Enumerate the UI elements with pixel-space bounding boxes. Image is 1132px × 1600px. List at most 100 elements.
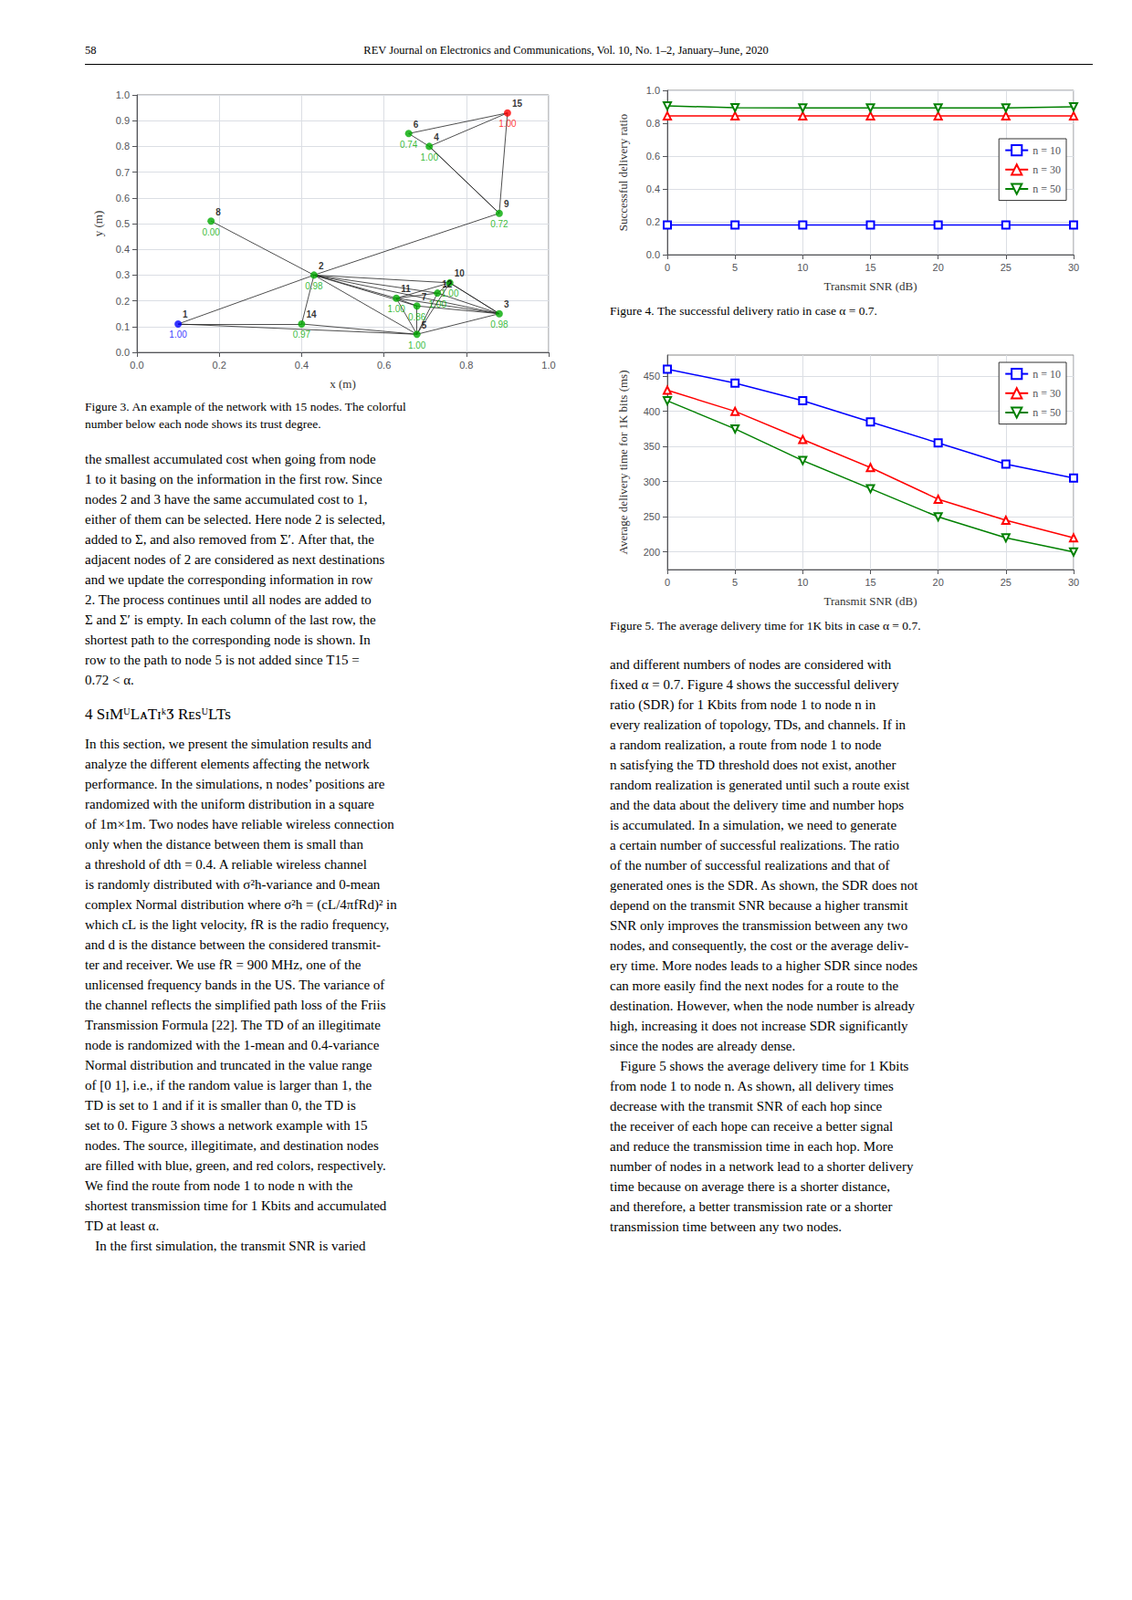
svg-text:1.00: 1.00 — [168, 329, 188, 340]
svg-text:350: 350 — [643, 440, 661, 452]
svg-text:30: 30 — [1068, 576, 1080, 588]
svg-text:0: 0 — [664, 262, 671, 273]
svg-text:5: 5 — [421, 320, 428, 331]
svg-text:11: 11 — [400, 283, 411, 294]
svg-text:n = 30: n = 30 — [1032, 387, 1061, 400]
svg-text:20: 20 — [932, 262, 944, 273]
svg-text:2: 2 — [318, 261, 325, 272]
html-text:row to the path to node 5 is n: row to the path to node 5 is not added s… — [84, 652, 360, 668]
html-text:performance. In the simulation: performance. In the simulations, n nodes… — [84, 776, 385, 792]
svg-text:200: 200 — [643, 546, 661, 558]
svg-text:20: 20 — [932, 576, 944, 588]
svg-text:6: 6 — [413, 119, 420, 130]
svg-text:0.74: 0.74 — [399, 139, 419, 150]
svg-text:30: 30 — [1068, 262, 1080, 273]
svg-text:1.00: 1.00 — [387, 303, 406, 315]
svg-text:0.2: 0.2 — [646, 216, 661, 228]
html-text:0.72 < α.: 0.72 < α. — [84, 672, 135, 688]
svg-text:n = 30: n = 30 — [1032, 163, 1061, 177]
html-text:In this section, we present th: In this section, we present the simulati… — [84, 736, 372, 752]
html-text:1 to it basing on the informat: 1 to it basing on the information in the… — [84, 471, 383, 487]
html-text:analyze the different elements: analyze the different elements affecting… — [84, 756, 370, 772]
svg-text:0.2: 0.2 — [212, 359, 227, 371]
svg-text:0.6: 0.6 — [646, 150, 661, 162]
svg-text:Successful delivery ratio: Successful delivery ratio — [616, 114, 630, 232]
html-text:unlicensed frequency bands in: unlicensed frequency bands in the US. Th… — [84, 977, 385, 993]
html-text:ter and receiver. We use fR =: ter and receiver. We use fR = 900 MHz, o… — [84, 957, 361, 973]
svg-text:12: 12 — [441, 279, 453, 290]
svg-text:0: 0 — [664, 576, 671, 588]
svg-text:0.6: 0.6 — [115, 192, 130, 204]
svg-text:n = 10: n = 10 — [1032, 367, 1061, 381]
svg-text:0.72: 0.72 — [490, 219, 509, 230]
svg-text:15: 15 — [512, 98, 524, 109]
svg-text:25: 25 — [1000, 576, 1012, 588]
svg-text:15: 15 — [864, 262, 876, 273]
html-text:which cL is the light velocity: which cL is the light velocity, fR is th… — [84, 917, 390, 933]
html-text:shortest path to the correspon: shortest path to the corresponding node … — [84, 632, 371, 648]
svg-text:25: 25 — [1000, 262, 1012, 273]
svg-text:1.0: 1.0 — [646, 84, 661, 96]
svg-text:10: 10 — [796, 576, 808, 588]
svg-text:n = 10: n = 10 — [1032, 144, 1061, 158]
html-text:and d is the distance between: and d is the distance between the consid… — [84, 937, 381, 953]
svg-text:Transmit SNR (dB): Transmit SNR (dB) — [823, 279, 917, 294]
html-text:randomized with the uniform di: randomized with the uniform distribution… — [84, 796, 375, 812]
svg-text:0.6: 0.6 — [377, 359, 391, 371]
svg-text:0.00: 0.00 — [201, 227, 221, 238]
svg-text:450: 450 — [643, 370, 661, 382]
svg-text:x (m): x (m) — [329, 377, 357, 391]
svg-text:0.0: 0.0 — [129, 359, 144, 371]
html-text:the channel reflects the simpl: the channel reflects the simplified path… — [84, 997, 386, 1013]
svg-text:8: 8 — [215, 207, 221, 218]
svg-text:5: 5 — [732, 576, 738, 588]
svg-text:n = 50: n = 50 — [1032, 182, 1061, 196]
svg-text:0.4: 0.4 — [115, 243, 130, 255]
svg-text:300: 300 — [643, 476, 661, 488]
svg-text:1.0: 1.0 — [541, 359, 556, 371]
svg-text:10: 10 — [796, 262, 808, 273]
svg-text:0.2: 0.2 — [115, 295, 130, 307]
svg-text:0.7: 0.7 — [115, 167, 130, 179]
svg-text:0.5: 0.5 — [115, 218, 130, 230]
svg-text:0.8: 0.8 — [646, 117, 661, 129]
svg-text:0.97: 0.97 — [293, 329, 312, 340]
svg-text:1.00: 1.00 — [428, 299, 447, 310]
html-text:Σ and Σ′ is empty. In each col: Σ and Σ′ is empty. In each column of the… — [84, 612, 376, 628]
svg-text:10: 10 — [454, 268, 466, 279]
html-text:Transmission Formula [22]. The: Transmission Formula [22]. The TD of an … — [84, 1017, 381, 1033]
svg-text:7: 7 — [421, 292, 428, 303]
svg-text:3: 3 — [503, 299, 510, 310]
svg-text:y (m): y (m) — [91, 210, 105, 238]
html-text:the smallest accumulated cost: the smallest accumulated cost when going… — [84, 451, 376, 467]
html-text:4 SɪMᵁLᴀTɪᵏӠ RᴇsᵁLTs: 4 SɪMᵁLᴀTɪᵏӠ RᴇsᵁLTs — [84, 705, 231, 724]
svg-text:0.98: 0.98 — [304, 281, 324, 292]
svg-text:1.00: 1.00 — [440, 288, 460, 299]
svg-text:1.00: 1.00 — [408, 340, 427, 351]
svg-text:1.00: 1.00 — [419, 152, 439, 163]
svg-text:Transmit SNR (dB): Transmit SNR (dB) — [823, 594, 917, 608]
svg-text:1.0: 1.0 — [115, 89, 130, 101]
svg-text:4: 4 — [433, 132, 440, 143]
svg-text:1.00: 1.00 — [498, 118, 517, 129]
svg-text:0.4: 0.4 — [294, 359, 309, 371]
svg-text:0.98: 0.98 — [490, 319, 509, 330]
svg-text:9: 9 — [503, 199, 510, 210]
svg-text:0.8: 0.8 — [115, 140, 130, 152]
html-text:2. The process continues until: 2. The process continues until all nodes… — [84, 592, 372, 608]
svg-text:5: 5 — [732, 262, 738, 273]
svg-text:0.4: 0.4 — [646, 183, 661, 195]
svg-text:0.3: 0.3 — [115, 269, 130, 281]
svg-text:250: 250 — [643, 511, 661, 523]
svg-text:1: 1 — [182, 309, 189, 320]
svg-text:0.8: 0.8 — [459, 359, 473, 371]
svg-text:0.0: 0.0 — [646, 249, 661, 261]
svg-text:0.9: 0.9 — [115, 115, 130, 126]
svg-text:0.1: 0.1 — [115, 321, 130, 333]
svg-text:n = 50: n = 50 — [1032, 406, 1061, 420]
svg-text:15: 15 — [864, 576, 876, 588]
svg-text:14: 14 — [305, 309, 317, 320]
svg-text:0.0: 0.0 — [115, 346, 130, 358]
svg-text:Average delivery time for 1K b: Average delivery time for 1K bits (ms) — [616, 370, 630, 556]
svg-text:400: 400 — [643, 406, 661, 418]
